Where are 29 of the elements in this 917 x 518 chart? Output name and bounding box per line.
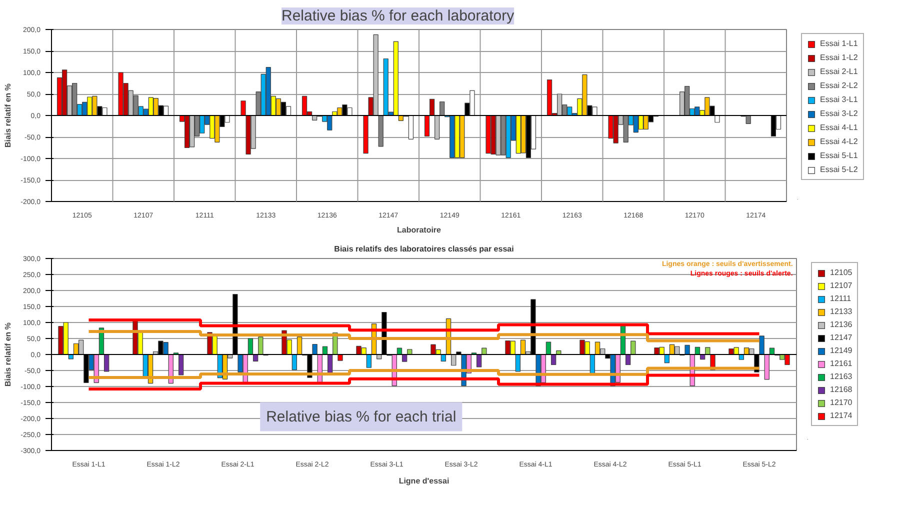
- legend-label: 12136: [830, 320, 852, 329]
- legend-label: 12168: [830, 385, 852, 394]
- legend-label: 12133: [830, 307, 852, 316]
- legend-label: Essai 1-L2: [820, 53, 858, 62]
- legend-label: Essai 3-L2: [820, 109, 858, 118]
- y-axis-title: Biais relatif en %: [4, 322, 13, 387]
- x-axis-title: Ligne d'essai: [398, 476, 450, 486]
- legend-label: 12111: [830, 294, 852, 303]
- legend-label: 12174: [830, 411, 852, 420]
- x-axis-title: Laboratoire: [396, 226, 442, 234]
- y-axis-title: Biais relatif en %: [4, 83, 13, 148]
- legend-label: 12107: [830, 281, 852, 290]
- legend-label: Essai 2-L2: [820, 81, 858, 90]
- legend-label: Essai 4-L2: [820, 137, 858, 146]
- legend-label: 12147: [830, 333, 852, 342]
- legend-label: Essai 3-L1: [820, 95, 858, 104]
- legend-label: 12105: [830, 268, 852, 277]
- legend-label: 12163: [830, 372, 852, 381]
- chart-title: Biais relatifs des laboratoires classés par essai: [334, 244, 514, 254]
- legend-label: Essai 5-L1: [820, 151, 858, 160]
- legend-label: 12161: [830, 359, 852, 368]
- legend-label: 12149: [830, 346, 852, 355]
- chart-title: Relative bias % for each laboratory: [282, 8, 515, 24]
- legend-label: Essai 4-L1: [820, 123, 858, 132]
- legend-label: Essai 1-L1: [820, 39, 858, 48]
- legend-label: 12170: [830, 398, 852, 407]
- legend-label: Essai 2-L1: [820, 67, 858, 76]
- annotation: Relative bias % for each trial: [266, 408, 456, 426]
- legend-label: Essai 5-L2: [820, 165, 858, 174]
